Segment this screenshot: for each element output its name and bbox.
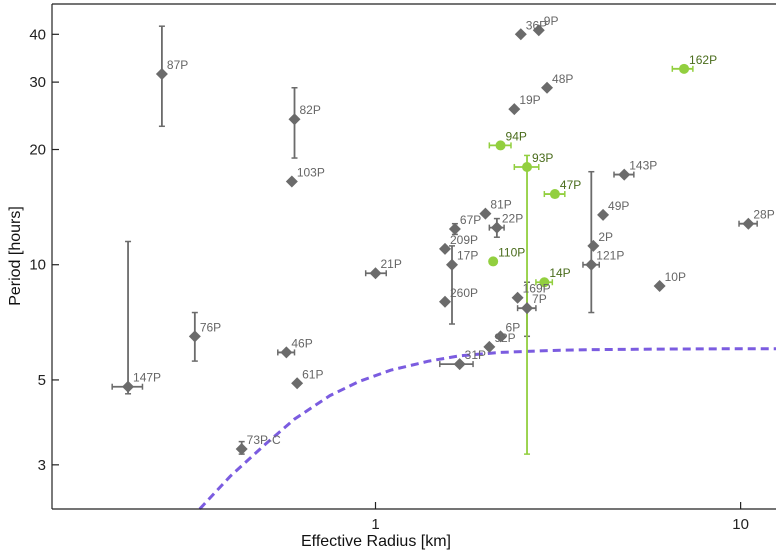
point-143p <box>618 168 631 181</box>
point-7p <box>521 302 534 315</box>
label-103p: 103P <box>297 165 325 179</box>
point-81p <box>479 207 492 220</box>
point-47p <box>549 189 560 200</box>
label-21p: 21P <box>381 257 402 271</box>
point-17p <box>446 258 459 271</box>
point-22p <box>490 221 503 234</box>
label-94p: 94P <box>506 129 527 143</box>
curve-layer <box>198 347 776 511</box>
point-2p <box>587 239 600 252</box>
point-31p <box>453 358 466 371</box>
point-28p <box>742 217 755 230</box>
label-48p: 48P <box>552 72 573 86</box>
x-tick-label: 10 <box>732 516 749 533</box>
point-6p <box>494 330 507 343</box>
label-147p: 147P <box>133 371 161 385</box>
label-209p: 209P <box>450 233 478 247</box>
point-labels: 87P 82P 103P 147P 76P 46P 61P 73P-C 21P 209P 67P 17… <box>133 14 775 447</box>
label-121p: 121P <box>596 249 624 263</box>
label-87p: 87P <box>167 58 188 72</box>
point-82p <box>288 113 301 126</box>
point-87p <box>155 68 168 81</box>
point-61p <box>291 377 304 390</box>
y-tick-label: 30 <box>29 74 46 91</box>
label-76p: 76P <box>200 320 221 334</box>
label-22p: 22P <box>502 212 523 226</box>
y-axis-title: Period [hours] <box>7 206 24 306</box>
point-76p <box>188 330 201 343</box>
point-110p <box>488 256 499 267</box>
label-6p: 6P <box>506 320 521 334</box>
axes <box>51 3 776 510</box>
label-2p: 2P <box>598 230 613 244</box>
x-axis-title: Effective Radius [km] <box>301 533 451 550</box>
point-94p <box>495 140 506 151</box>
label-162p: 162P <box>689 53 717 67</box>
label-46p: 46P <box>291 336 312 350</box>
label-7p: 7P <box>532 292 547 306</box>
label-92p: 92P <box>494 331 515 345</box>
point-103p <box>285 175 298 188</box>
point-92p <box>483 340 496 353</box>
point-147p <box>122 380 135 393</box>
label-110p: 110P <box>498 245 525 259</box>
label-47p: 47P <box>560 178 581 192</box>
point-36p <box>514 28 527 41</box>
label-28p: 28P <box>753 208 774 222</box>
label-93p: 93P <box>532 151 553 165</box>
point-48p <box>541 81 554 94</box>
label-61p: 61P <box>302 367 323 381</box>
label-9p: 9P <box>544 14 559 28</box>
y-ticks: 3 5 10 20 30 40 <box>29 26 59 474</box>
label-19p: 19P <box>519 93 540 107</box>
label-14p: 14P <box>549 266 570 280</box>
label-49p: 49P <box>608 199 629 213</box>
point-73p-c <box>235 442 248 455</box>
label-73p-c: 73P-C <box>247 433 281 447</box>
label-36p: 36P <box>526 18 547 32</box>
y-tick-label: 3 <box>38 457 46 474</box>
label-31p: 31P <box>465 348 486 362</box>
label-67p: 67P <box>460 213 481 227</box>
point-9p <box>532 24 545 37</box>
y-tick-label: 5 <box>38 372 46 389</box>
point-19p <box>508 103 521 116</box>
point-169p <box>511 291 524 304</box>
point-14p <box>539 277 550 288</box>
point-93p <box>522 162 533 173</box>
label-81p: 81P <box>490 198 511 212</box>
point-46p <box>280 346 293 359</box>
point-10p <box>653 279 666 292</box>
x-tick-label: 1 <box>371 516 379 533</box>
markers <box>122 24 755 455</box>
point-121p <box>585 258 598 271</box>
label-10p: 10P <box>665 270 686 284</box>
label-260p: 260P <box>450 286 478 300</box>
y-tick-label: 40 <box>29 26 46 43</box>
x-ticks: 1 10 <box>371 502 749 533</box>
point-209p <box>438 242 451 255</box>
y-tick-label: 20 <box>29 142 46 159</box>
y-tick-label: 10 <box>29 257 46 274</box>
model-curve <box>198 347 776 511</box>
label-17p: 17P <box>457 249 478 263</box>
point-21p <box>369 267 382 280</box>
point-49p <box>597 208 610 221</box>
point-162p <box>679 63 690 74</box>
label-82p: 82P <box>300 103 321 117</box>
label-169p: 169P <box>523 282 551 296</box>
point-260p <box>438 295 451 308</box>
label-143p: 143P <box>629 159 657 173</box>
plot-area <box>52 4 776 509</box>
point-67p <box>448 222 461 235</box>
